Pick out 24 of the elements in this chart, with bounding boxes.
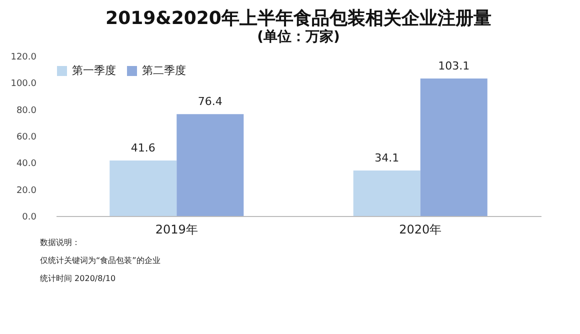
data-label: 76.4 <box>198 95 222 108</box>
y-tick-label: 40.0 <box>16 159 37 170</box>
data-label: 103.1 <box>438 60 470 73</box>
y-tick-label: 60.0 <box>16 132 37 142</box>
x-tick-label: 2020年 <box>399 222 442 236</box>
data-label: 41.6 <box>130 142 156 155</box>
text: 数据说明： <box>40 237 81 248</box>
text: 仅统计关键词为“食品包装”的企业 <box>40 255 162 266</box>
x-tick-label: 2019年 <box>155 222 198 236</box>
chart-subtitle: (单位：万家) <box>257 28 340 45</box>
data-label: 34.1 <box>374 152 400 165</box>
legend-label: 第二季度 <box>142 64 186 77</box>
bar <box>353 170 420 216</box>
y-tick-label: 80.0 <box>16 106 37 116</box>
chart-title: 2019&2020年上半年食品包装相关企业注册量 <box>106 8 492 29</box>
y-tick-label: 120.0 <box>10 52 37 62</box>
y-tick-label: 20.0 <box>16 186 37 196</box>
y-tick-label: 0.0 <box>22 212 37 222</box>
y-tick-label: 100.0 <box>10 79 37 90</box>
bar <box>420 78 488 216</box>
bar <box>176 114 244 216</box>
bar <box>110 160 177 216</box>
legend-label: 第一季度 <box>72 64 116 77</box>
text: 统计时间 2020/8/10 <box>40 273 117 284</box>
